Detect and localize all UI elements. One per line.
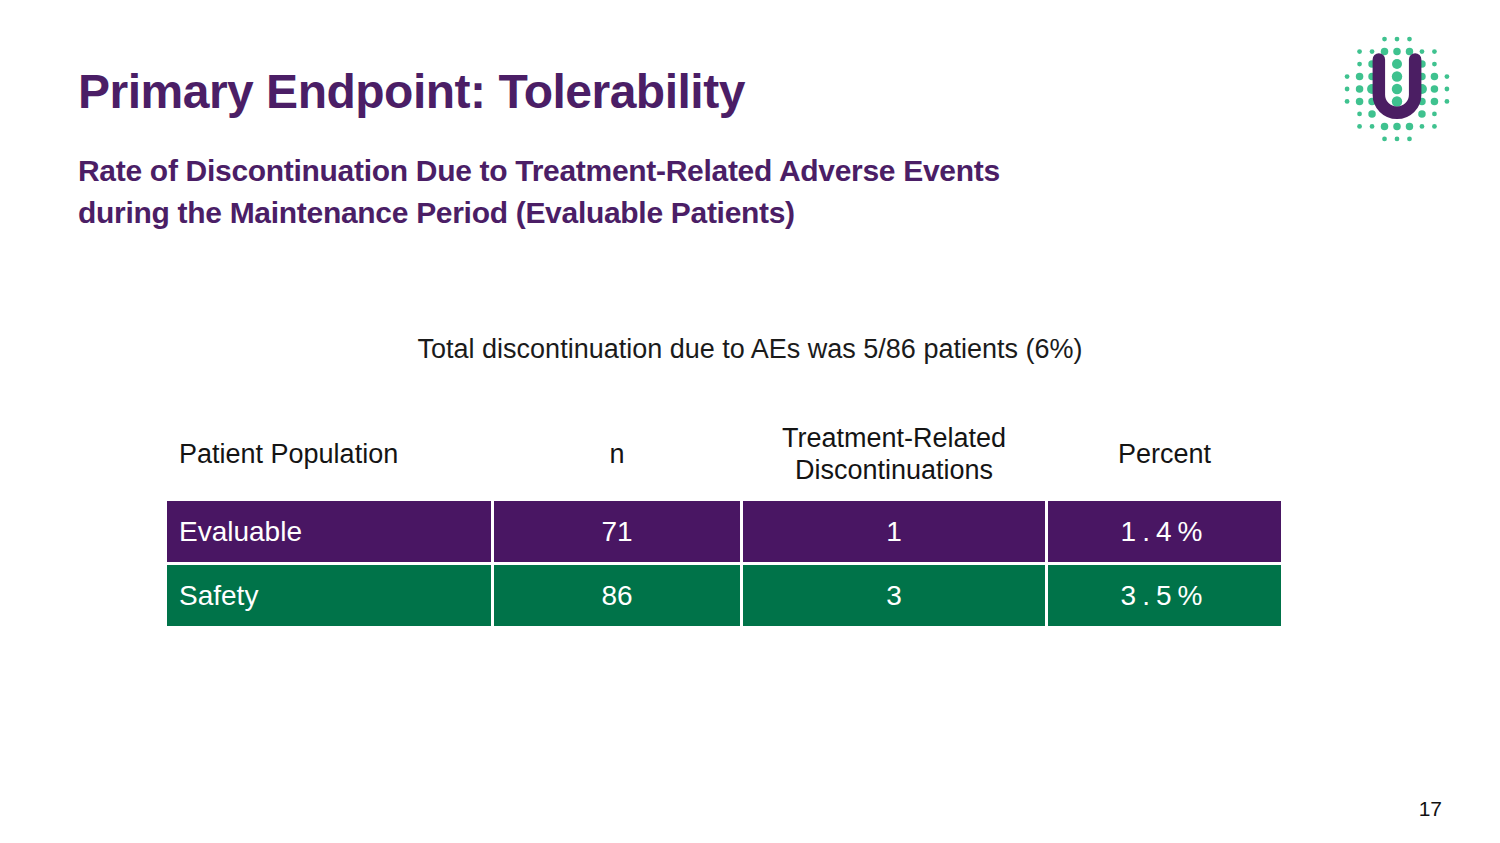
company-logo — [1338, 30, 1456, 148]
table-header-row: Patient Population n Treatment-Related D… — [167, 410, 1281, 498]
cell-n: 86 — [494, 565, 740, 626]
dotted-circle-u-logo-icon — [1338, 30, 1456, 148]
col-header-treatment-related-discontinuations: Treatment-Related Discontinuations — [743, 410, 1045, 498]
slide-subtitle: Rate of Discontinuation Due to Treatment… — [78, 150, 1000, 234]
cell-discontinuations: 1 — [743, 501, 1045, 562]
col-header-patient-population: Patient Population — [167, 410, 491, 498]
summary-statement: Total discontinuation due to AEs was 5/8… — [0, 334, 1500, 365]
slide-title: Primary Endpoint: Tolerability — [78, 64, 745, 119]
table-row-evaluable: Evaluable 71 1 1.4% — [167, 501, 1281, 562]
col-header-n: n — [494, 410, 740, 498]
cell-population: Evaluable — [167, 501, 491, 562]
presentation-slide: Primary Endpoint: Tolerability Rate of D… — [0, 0, 1500, 843]
cell-n: 71 — [494, 501, 740, 562]
tolerability-table: Patient Population n Treatment-Related D… — [167, 410, 1281, 626]
page-number: 17 — [1419, 797, 1442, 821]
cell-population: Safety — [167, 565, 491, 626]
subtitle-line-1: Rate of Discontinuation Due to Treatment… — [78, 150, 1000, 192]
subtitle-line-2: during the Maintenance Period (Evaluable… — [78, 192, 1000, 234]
cell-percent: 3.5% — [1048, 565, 1281, 626]
table-row-safety: Safety 86 3 3.5% — [167, 565, 1281, 626]
cell-discontinuations: 3 — [743, 565, 1045, 626]
cell-percent: 1.4% — [1048, 501, 1281, 562]
col-header-percent: Percent — [1048, 410, 1281, 498]
